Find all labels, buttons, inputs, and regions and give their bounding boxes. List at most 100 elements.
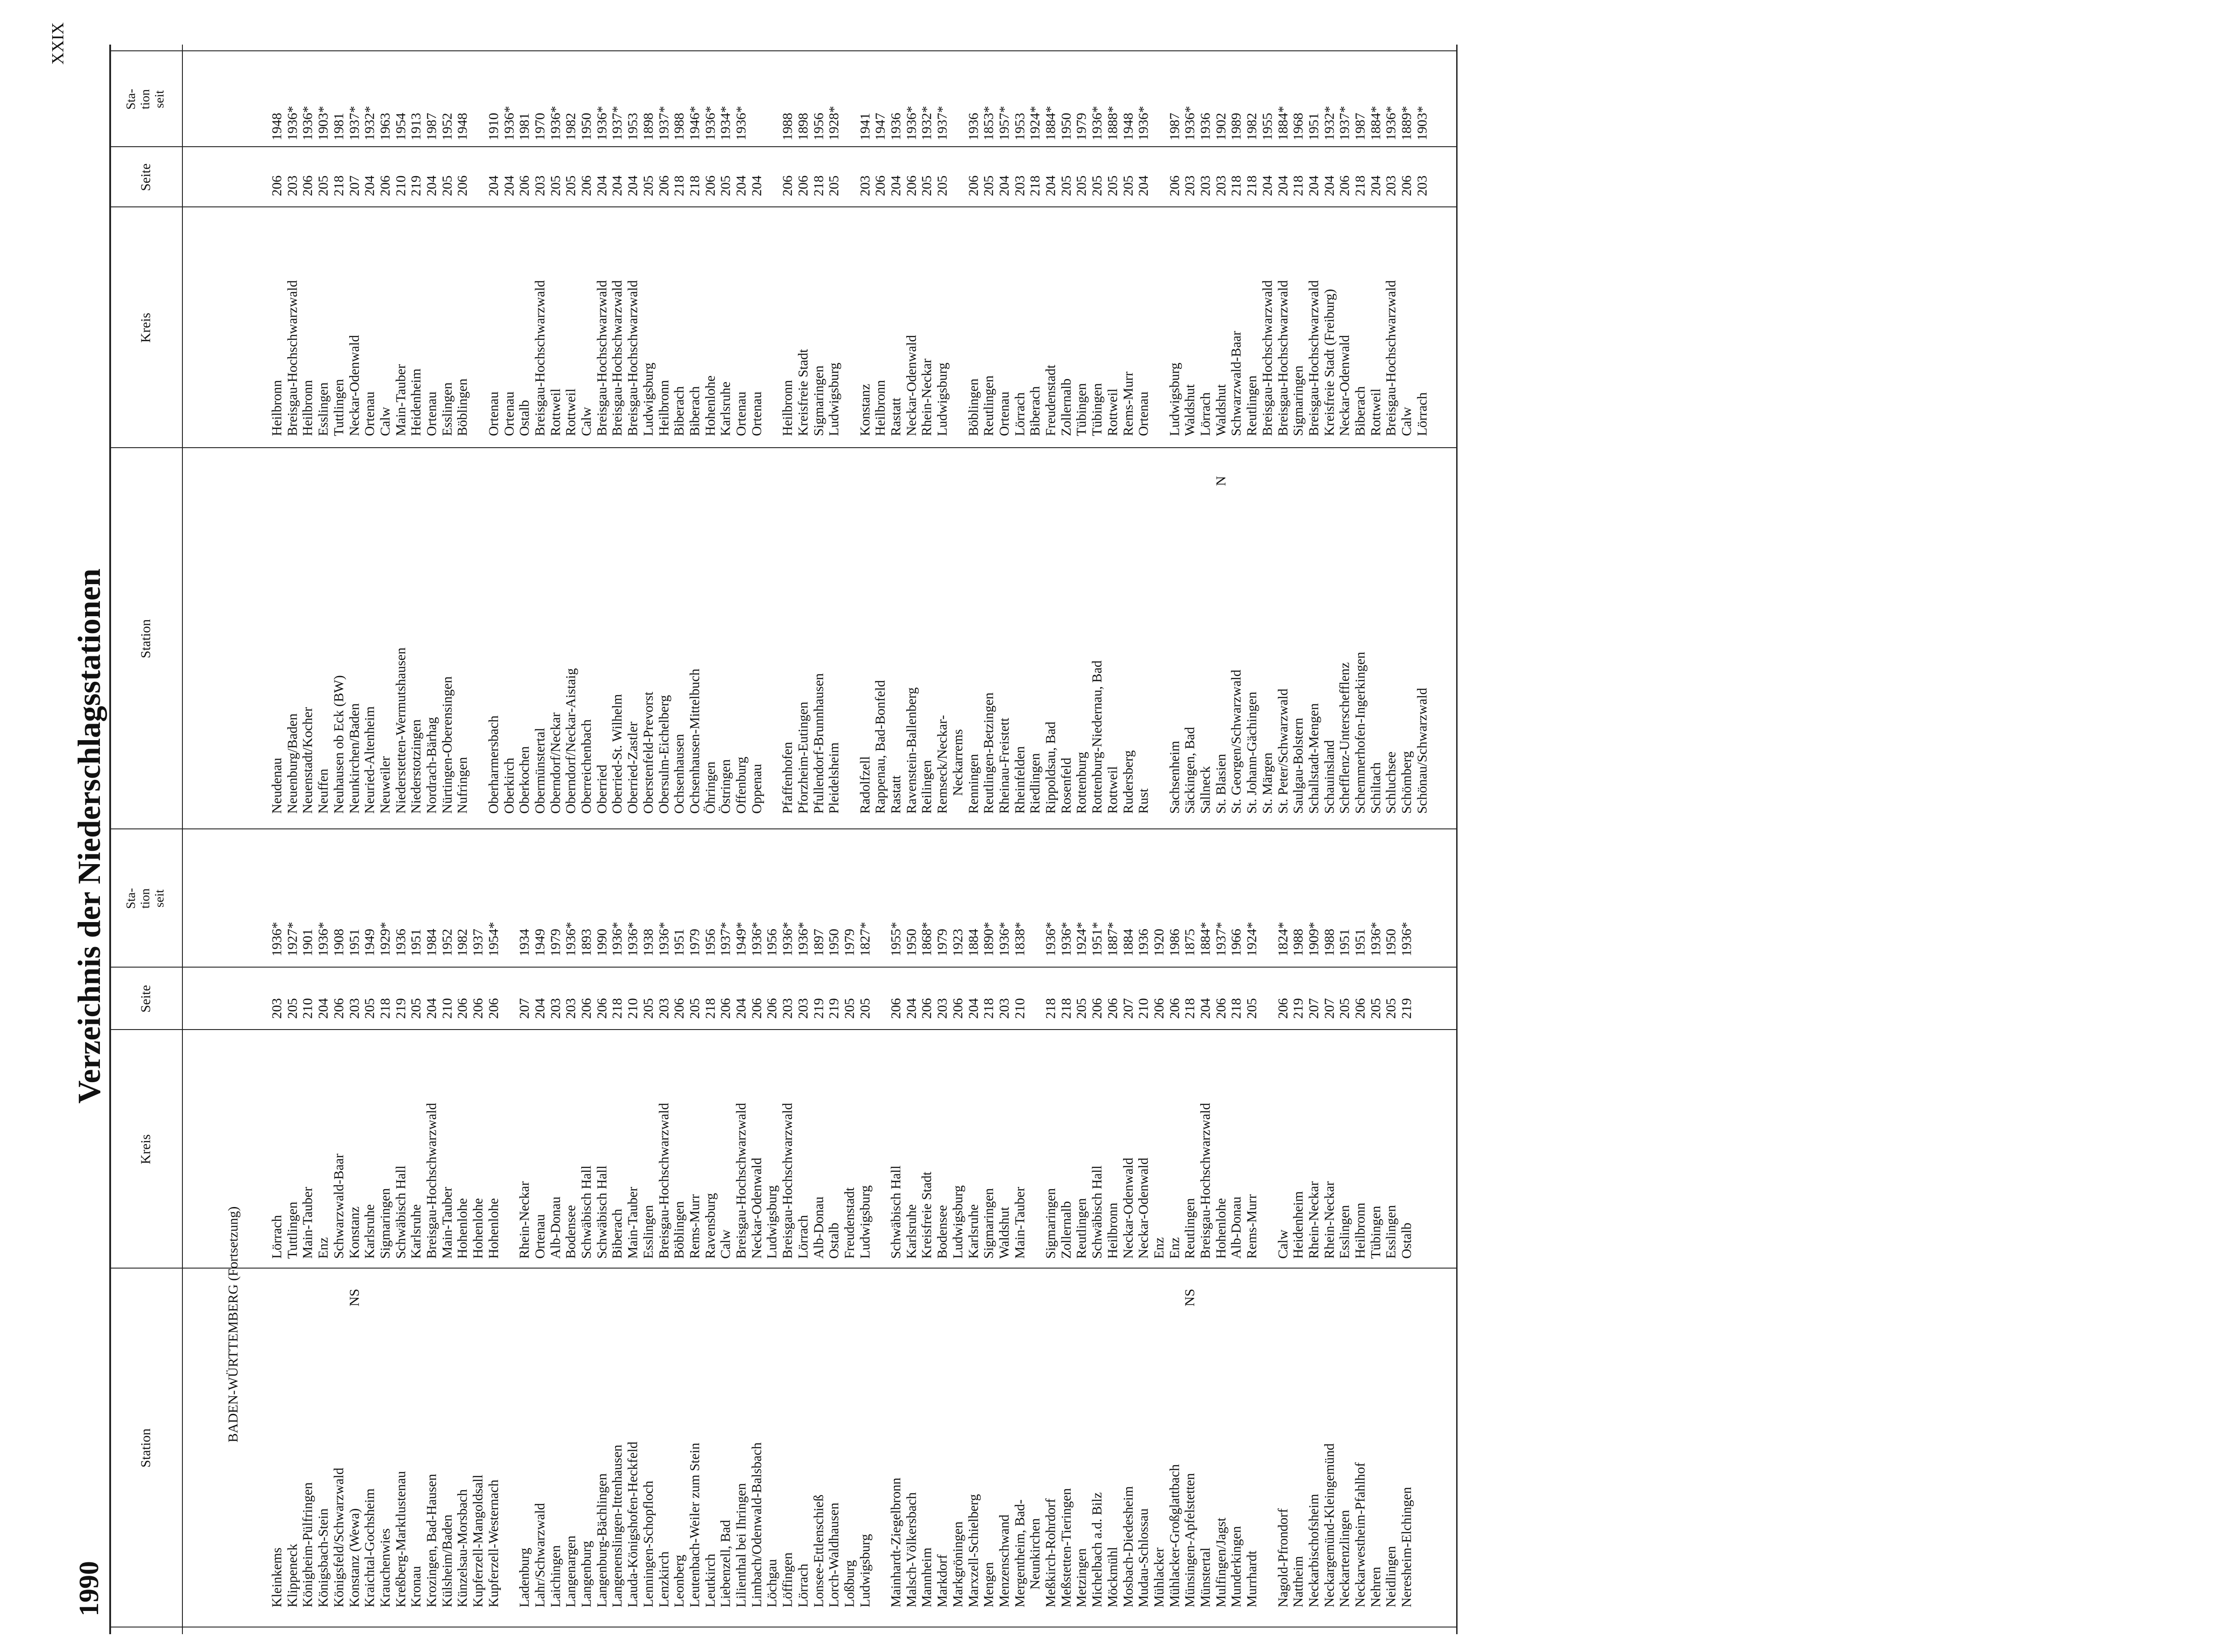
seite: 204 xyxy=(1321,175,1337,197)
station: Schemmerhofen-Ingerkingen xyxy=(1352,651,1368,814)
seite: 204 xyxy=(501,175,516,197)
station: Michelbach a.d. Bilz xyxy=(1089,1492,1105,1607)
station-since: 1868* xyxy=(918,922,934,957)
station-since: 1948 xyxy=(268,113,285,140)
station-since: 1990 xyxy=(594,929,610,956)
seite: 203 xyxy=(1012,175,1028,197)
station-since: 1956 xyxy=(764,929,780,956)
station-since: 1937* xyxy=(1213,922,1229,957)
kreis: Breisgau-Hochschwarzwald xyxy=(532,280,548,436)
station: Radolfzell xyxy=(857,756,873,814)
seite: 206 xyxy=(1336,175,1352,197)
station: Neckartenzlingen xyxy=(1336,1510,1352,1607)
kreis: Rhein-Neckar xyxy=(1321,1181,1337,1259)
seite: 205 xyxy=(1104,175,1120,197)
kreis: Biberach xyxy=(1027,386,1043,436)
seite: 206 xyxy=(1166,998,1182,1019)
station: Neuried-Altenheim xyxy=(361,706,377,814)
station: Pfaffenhofen xyxy=(779,742,795,814)
column-header: Seite xyxy=(137,985,153,1013)
kreis: Rottweil xyxy=(547,388,563,436)
kreis: Karlsruhe xyxy=(361,1204,377,1259)
kreis: Lörrach xyxy=(1012,392,1028,436)
station: Niederstetten-Wermutshausen xyxy=(392,647,409,814)
station-since: 1924* xyxy=(1027,106,1043,141)
seite: 205 xyxy=(857,998,873,1019)
seite: 203 xyxy=(1414,175,1430,197)
column-header: Sta- xyxy=(124,89,138,110)
station-since: 1889* xyxy=(1398,106,1414,141)
kreis: Hohenlohe xyxy=(485,1198,501,1259)
station: Oberried-Zastler xyxy=(624,721,640,814)
station-since: 1987 xyxy=(423,113,439,140)
station-since: 1937* xyxy=(346,106,362,141)
station: Lahr/Schwarzwald xyxy=(532,1503,548,1607)
station-since: 1988 xyxy=(779,113,795,140)
station-since: 1982 xyxy=(454,929,470,956)
station-since: 1987 xyxy=(1166,113,1182,140)
station-since: 1979 xyxy=(841,929,857,956)
kreis: Breisgau-Hochschwarzwald xyxy=(733,1103,749,1259)
kreis: Ostalb xyxy=(1398,1223,1414,1259)
kreis: Sigmaringen xyxy=(810,365,826,436)
station-since: 1950 xyxy=(1383,929,1399,956)
kreis: Waldshut xyxy=(1181,384,1198,436)
seite: 204 xyxy=(1305,175,1321,197)
station-since: 1986 xyxy=(1166,929,1182,956)
station-since: 1932* xyxy=(361,106,377,141)
station: Münstertal xyxy=(1197,1547,1213,1607)
kreis: Esslingen xyxy=(1383,1205,1399,1259)
seite: 203 xyxy=(532,175,548,197)
station-since: 1936* xyxy=(594,106,610,141)
station: Meßkirch-Rohrdorf xyxy=(1042,1498,1058,1608)
station: Ladenburg xyxy=(516,1548,532,1607)
kreis: Calw xyxy=(717,1229,733,1259)
kreis: Main-Tauber xyxy=(392,364,409,436)
station-since: 1955 xyxy=(1259,113,1275,140)
kreis: Schwäbisch Hall xyxy=(392,1165,409,1259)
seite: 206 xyxy=(1151,998,1167,1019)
station-since: 1924* xyxy=(1243,922,1260,957)
column-header: Station xyxy=(137,1428,153,1468)
station-since: 1982 xyxy=(1243,113,1260,140)
kreis: Neckar-Odenwald xyxy=(1120,1158,1136,1259)
seite: 205 xyxy=(315,175,331,197)
station: Öhringen xyxy=(702,761,718,814)
station: Pfullendorf-Brunnhausen xyxy=(810,673,826,814)
station-since: 1824* xyxy=(1275,922,1290,957)
station: Offenburg xyxy=(733,757,749,814)
kreis: Reutlingen xyxy=(1181,1198,1198,1259)
station: Mengen xyxy=(980,1562,996,1607)
station: Neckargemünd-Kleingemünd xyxy=(1321,1443,1337,1607)
kreis: Ludwigsburg xyxy=(826,363,842,436)
column-rule xyxy=(109,447,1456,448)
seite: 218 xyxy=(1290,175,1306,197)
station: Munderkingen xyxy=(1228,1526,1244,1607)
station: Klippeneck xyxy=(284,1544,300,1607)
station: Ochsenhausen xyxy=(671,733,687,814)
kreis: Hohenlohe xyxy=(470,1198,486,1259)
seite: 206 xyxy=(485,998,501,1019)
page-number: XXIX xyxy=(49,22,67,65)
kreis: Breisgau-Hochschwarzwald xyxy=(624,280,640,436)
station-since: 1909* xyxy=(1305,922,1321,957)
seite: 204 xyxy=(996,175,1012,197)
kreis: Ortenau xyxy=(361,391,377,436)
kreis: Neckar-Odenwald xyxy=(748,1158,764,1259)
seite: 206 xyxy=(578,998,594,1019)
station: Nufringen xyxy=(454,757,470,814)
kreis: Reutlingen xyxy=(1073,1198,1089,1259)
column-header: Station xyxy=(137,619,153,659)
seite: 218 xyxy=(609,998,625,1019)
kreis: Konstanz xyxy=(346,1206,362,1259)
seite: 206 xyxy=(656,175,671,197)
station-since: 1913 xyxy=(408,113,424,140)
kreis: Main-Tauber xyxy=(439,1186,455,1259)
station-since: 1934 xyxy=(516,929,532,956)
kreis: Esslingen xyxy=(439,382,455,436)
kreis: Ortenau xyxy=(733,391,749,436)
station-since: 1932* xyxy=(918,106,934,141)
station-since: 1968 xyxy=(1290,113,1306,140)
station-since: 1884* xyxy=(1275,106,1290,141)
kreis: Calw xyxy=(1398,407,1414,436)
